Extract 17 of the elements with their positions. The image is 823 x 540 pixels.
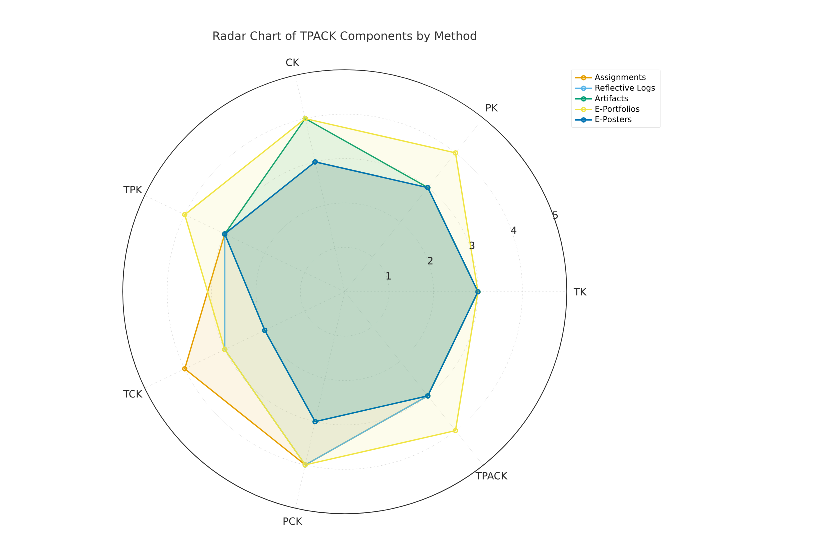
spoke-label: TPACK (476, 472, 508, 480)
spoke-label: TCK (123, 390, 143, 398)
y-tick-label: 5 (553, 212, 558, 220)
y-tick-label: 2 (428, 257, 433, 265)
y-tick-label: 4 (511, 226, 517, 234)
legend-label: Artifacts (595, 95, 628, 102)
y-tick-label: 1 (386, 272, 392, 280)
chart-title: Radar Chart of TPACK Components by Method (214, 31, 476, 43)
spoke-label: CK (286, 58, 300, 66)
spoke-label: PCK (284, 518, 303, 526)
legend-label: Assignments (595, 74, 646, 82)
legend-label: E-Portfolios (596, 106, 640, 112)
spoke-label: TPK (124, 186, 143, 194)
legend-label: E-Posters (596, 116, 632, 122)
legend-label: Reflective Logs (596, 84, 656, 93)
spoke-label: TK (574, 288, 587, 296)
spoke-label: PK (486, 104, 498, 112)
